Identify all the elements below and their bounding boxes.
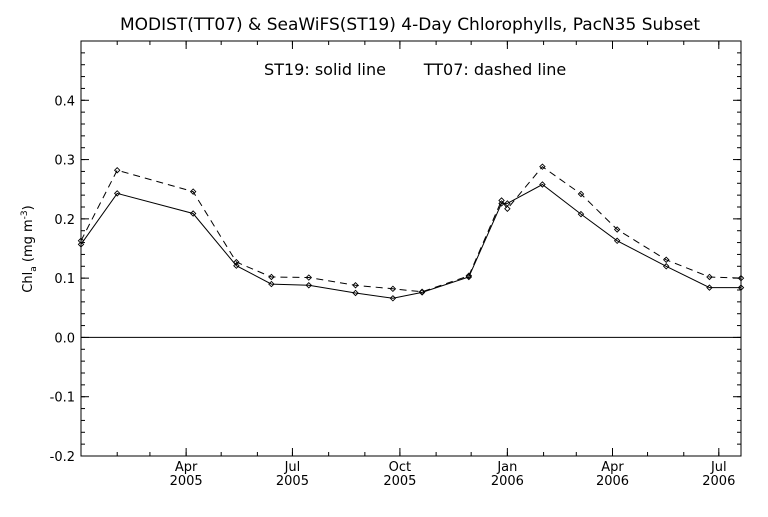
data-point	[389, 285, 397, 293]
data-point	[77, 237, 85, 245]
y-tick-label: 0.3	[54, 154, 75, 169]
data-point	[268, 280, 275, 288]
data-point	[352, 289, 359, 297]
data-point	[233, 262, 240, 269]
x-tick-month: Jan	[496, 460, 517, 475]
series-line-tt07	[80, 166, 742, 293]
data-point	[418, 288, 426, 296]
series-st19	[77, 181, 745, 302]
y-axis-label: Chla (mg m-3)	[20, 205, 39, 292]
data-point	[539, 181, 546, 188]
data-point	[305, 282, 313, 289]
plot-area	[80, 40, 742, 457]
x-tick-year: 2006	[702, 474, 735, 489]
y-tick-label: 0.2	[54, 213, 75, 228]
y-axis-label-units: (mg m	[21, 219, 36, 266]
x-tick-month: Apr	[175, 460, 198, 475]
data-point	[737, 284, 745, 291]
data-point	[613, 226, 621, 233]
data-point	[498, 197, 505, 204]
y-axis-label-subscript: a	[29, 266, 39, 272]
data-point	[613, 237, 621, 245]
data-point	[305, 274, 313, 281]
x-tick-month: Oct	[389, 460, 411, 475]
y-tick-label: 0.4	[54, 94, 75, 109]
data-point	[737, 274, 745, 282]
y-axis-label-main: Chl	[21, 272, 36, 293]
x-tick-year: 2006	[491, 474, 524, 489]
x-tick-year: 2006	[596, 474, 629, 489]
plot-frame	[80, 40, 742, 457]
y-tick-label: -0.1	[50, 391, 75, 406]
data-point	[663, 256, 670, 264]
data-point	[577, 190, 585, 198]
data-point	[268, 273, 275, 281]
y-axis: -0.2 -0.1 0.0 0.1 0.2 0.3 0.4	[50, 40, 741, 465]
y-axis-label-units-close: )	[21, 205, 36, 210]
x-tick-year: 2005	[170, 474, 203, 489]
data-point	[389, 295, 397, 302]
data-point	[706, 284, 713, 291]
data-point	[113, 190, 121, 197]
data-point	[663, 263, 670, 270]
y-tick-label: 0.0	[54, 331, 75, 346]
x-tick-month: Jul	[710, 460, 727, 475]
data-point	[189, 210, 197, 217]
x-tick-year: 2005	[383, 474, 416, 489]
x-tick-year: 2005	[276, 474, 309, 489]
data-point	[577, 210, 585, 218]
data-point	[189, 188, 197, 195]
data-point	[504, 205, 511, 213]
legend-st19: ST19: solid line	[264, 60, 386, 79]
data-point	[233, 258, 240, 266]
series-tt07	[77, 163, 745, 296]
y-tick-label: -0.2	[50, 450, 75, 465]
data-point	[113, 167, 121, 174]
data-point	[539, 163, 546, 170]
y-axis-label-units-sup: -3	[20, 210, 30, 219]
data-point	[706, 273, 713, 281]
y-tick-label: 0.1	[54, 272, 75, 287]
x-tick-month: Jul	[284, 460, 301, 475]
x-axis: Apr2005Jul2005Oct2005Jan2006Apr2006Jul20…	[80, 41, 735, 489]
chart-title: MODIST(TT07) & SeaWiFS(ST19) 4-Day Chlor…	[120, 15, 700, 35]
legend-tt07: TT07: dashed line	[423, 60, 567, 79]
data-point	[352, 282, 359, 289]
data-point	[465, 272, 473, 280]
data-point	[77, 241, 85, 248]
series-line-st19	[80, 183, 741, 299]
x-tick-month: Apr	[601, 460, 624, 475]
series-layer	[77, 163, 745, 302]
